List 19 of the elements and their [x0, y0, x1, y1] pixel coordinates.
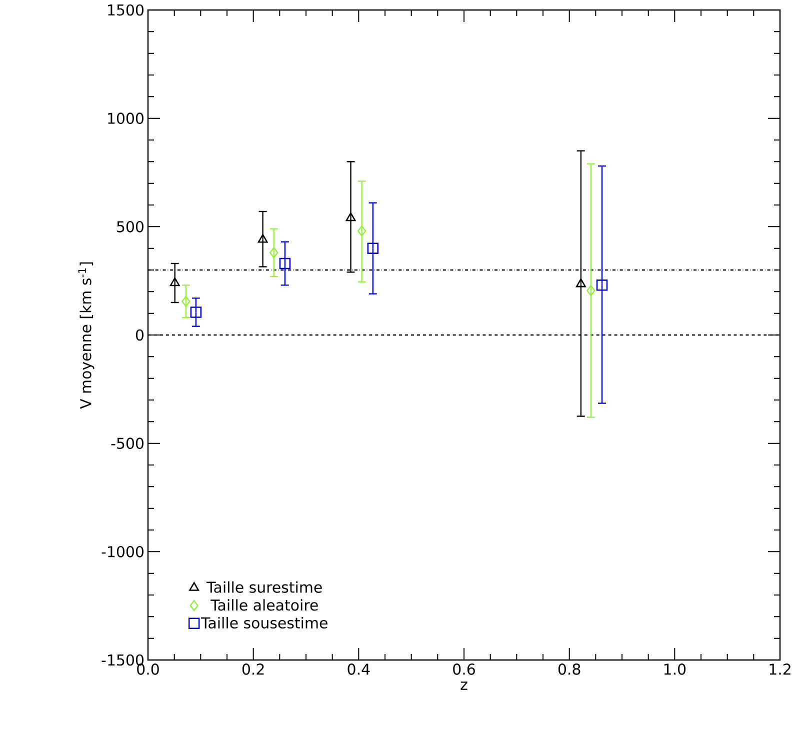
x-tick-label: 0.0: [137, 664, 159, 675]
y-tick-label: -500: [111, 438, 144, 449]
x-tick-label: 1.0: [664, 664, 686, 675]
x-tick-label: 0.6: [453, 664, 475, 675]
legend-label: Taille sousestime: [201, 616, 328, 629]
y-tick-label: -1000: [102, 546, 144, 558]
x-axis-title: z: [460, 682, 468, 690]
y-tick-label: 0: [136, 329, 144, 341]
x-tick-label: 0.8: [558, 664, 580, 675]
x-tick-label: 1.2: [770, 664, 790, 675]
y-tick-label: 1500: [108, 4, 144, 16]
y-tick-label: 500: [117, 221, 144, 232]
y-axis-title: V moyenne [km s$^{-1}$]: [78, 262, 94, 409]
y-tick-label: -1500: [102, 654, 144, 666]
legend-label: Taille surestime: [206, 581, 322, 593]
legend-label: Taille aleatoire: [210, 599, 318, 611]
x-tick-label: 0.4: [348, 664, 370, 675]
y-tick-label: 1000: [108, 112, 144, 124]
x-tick-label: 0.2: [242, 664, 264, 675]
